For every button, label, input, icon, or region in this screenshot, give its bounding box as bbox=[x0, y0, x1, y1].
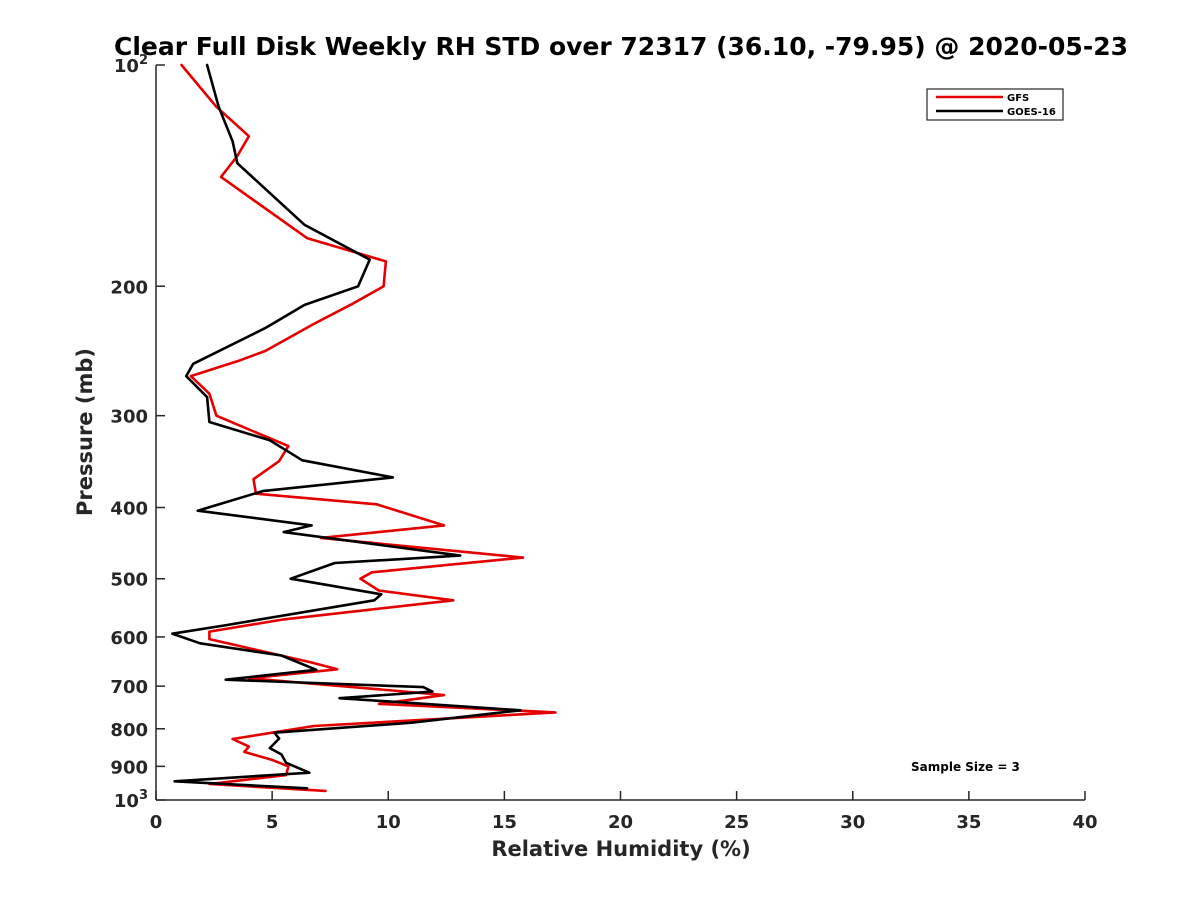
y-axis-label: Pressure (mb) bbox=[73, 348, 97, 516]
legend-label-gfs: GFS bbox=[1007, 93, 1029, 104]
y-tick-label: 200 bbox=[110, 277, 148, 298]
x-tick-label: 30 bbox=[840, 812, 865, 833]
y-tick-label: 800 bbox=[110, 720, 148, 741]
x-tick-label: 35 bbox=[956, 812, 981, 833]
y-tick-label: 500 bbox=[110, 570, 148, 591]
y-tick-label: 400 bbox=[110, 499, 148, 520]
x-tick-label: 20 bbox=[608, 812, 633, 833]
legend-box bbox=[926, 88, 1064, 121]
legend: GFS GOES-16 bbox=[926, 88, 1064, 121]
y-tick-label: 600 bbox=[110, 628, 148, 649]
series-layer bbox=[171, 63, 557, 793]
x-tick-label: 10 bbox=[376, 812, 401, 833]
chart-title: Clear Full Disk Weekly RH STD over 72317… bbox=[114, 32, 1128, 61]
sample-size-annotation: Sample Size = 3 bbox=[911, 760, 1020, 774]
x-axis-ticks: 0 5 10 15 20 25 30 35 40 bbox=[150, 791, 1098, 833]
legend-label-goes16: GOES-16 bbox=[1007, 107, 1056, 118]
x-tick-label: 25 bbox=[724, 812, 749, 833]
x-tick-label: 5 bbox=[266, 812, 279, 833]
y-tick-label: 103 bbox=[114, 788, 148, 812]
y-axis-ticks: 102 200 300 400 500 600 700 800 900 103 bbox=[110, 53, 165, 812]
x-tick-label: 15 bbox=[492, 812, 517, 833]
y-tick-label: 300 bbox=[110, 407, 148, 428]
x-tick-label: 0 bbox=[150, 812, 163, 833]
series-line-gfs bbox=[180, 63, 557, 793]
y-tick-label: 700 bbox=[110, 677, 148, 698]
x-tick-label: 40 bbox=[1072, 812, 1097, 833]
x-axis-label: Relative Humidity (%) bbox=[491, 837, 750, 861]
series-line-goes16 bbox=[171, 63, 522, 790]
y-tick-label: 900 bbox=[110, 757, 148, 778]
y-tick-label: 102 bbox=[114, 53, 148, 77]
